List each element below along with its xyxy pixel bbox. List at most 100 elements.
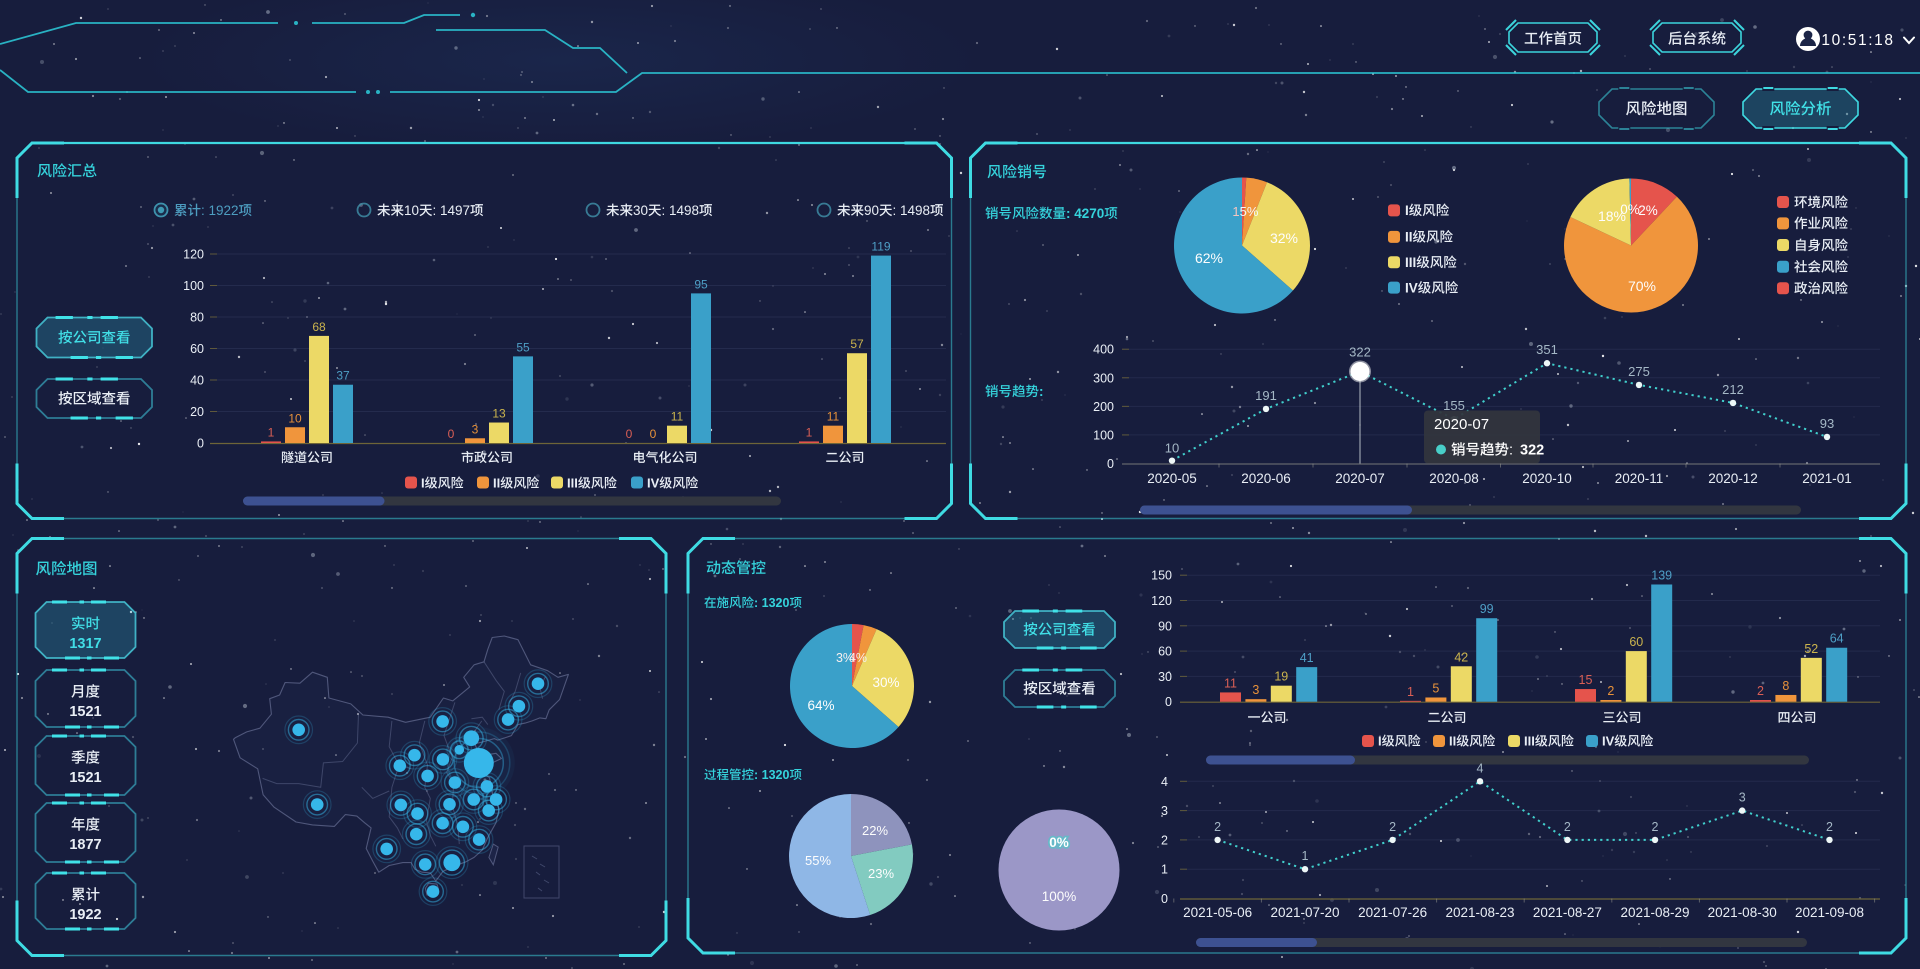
svg-text:1521: 1521 — [69, 770, 101, 786]
svg-text:11: 11 — [1224, 676, 1237, 690]
svg-text:按区域查看: 按区域查看 — [58, 391, 131, 408]
svg-text:2021-05-06: 2021-05-06 — [1183, 905, 1252, 920]
svg-text:按公司查看: 按公司查看 — [1023, 622, 1096, 639]
svg-text:120: 120 — [1151, 594, 1172, 608]
svg-text:销号趋势:: 销号趋势: — [1451, 442, 1513, 459]
svg-text:200: 200 — [1093, 400, 1114, 414]
svg-text:300: 300 — [1093, 371, 1114, 385]
svg-text:70%: 70% — [1628, 278, 1656, 294]
svg-text:二公司: 二公司 — [825, 450, 864, 465]
svg-text:3%: 3% — [836, 651, 854, 665]
svg-text:2021-08-29: 2021-08-29 — [1620, 905, 1689, 920]
svg-text:2: 2 — [1757, 684, 1764, 698]
svg-text:212: 212 — [1722, 382, 1744, 397]
svg-text:风险分析: 风险分析 — [1769, 100, 1831, 118]
svg-text:0: 0 — [197, 437, 204, 451]
svg-text:2020-11: 2020-11 — [1615, 471, 1664, 486]
svg-text:IV级风险: IV级风险 — [647, 476, 698, 491]
svg-text:未来30天: 1498项: 未来30天: 1498项 — [606, 203, 713, 218]
svg-text:100%: 100% — [1042, 889, 1077, 904]
svg-text:100: 100 — [183, 279, 204, 293]
svg-text:IV级风险: IV级风险 — [1405, 280, 1459, 295]
svg-text:0: 0 — [1165, 695, 1172, 709]
svg-text:2: 2 — [1607, 684, 1614, 698]
svg-text:2020-07: 2020-07 — [1335, 471, 1385, 486]
svg-text:80: 80 — [190, 311, 204, 325]
svg-text:139: 139 — [1651, 568, 1672, 582]
svg-text:2020-06: 2020-06 — [1241, 471, 1291, 486]
svg-text:52: 52 — [1804, 642, 1818, 656]
svg-text:0: 0 — [448, 427, 455, 441]
svg-text:年度: 年度 — [71, 817, 100, 834]
svg-text:37: 37 — [336, 369, 350, 383]
svg-text:季度: 季度 — [71, 750, 100, 767]
svg-text:III级风险: III级风险 — [1524, 734, 1574, 749]
svg-text:1521: 1521 — [69, 704, 101, 720]
svg-text:32%: 32% — [1270, 230, 1298, 246]
svg-text:3: 3 — [1161, 804, 1168, 818]
svg-text:60: 60 — [1158, 645, 1172, 659]
svg-text:10: 10 — [288, 411, 302, 425]
svg-text:30: 30 — [1158, 670, 1172, 684]
svg-text:市政公司: 市政公司 — [461, 450, 513, 465]
svg-text:3: 3 — [1739, 791, 1746, 805]
svg-text:III级风险: III级风险 — [567, 476, 617, 491]
svg-text:41: 41 — [1300, 651, 1314, 665]
svg-text:19: 19 — [1274, 670, 1288, 684]
svg-text:64%: 64% — [807, 698, 834, 713]
svg-text:2021-07-26: 2021-07-26 — [1358, 905, 1427, 920]
svg-text:累计: 1922项: 累计: 1922项 — [174, 203, 253, 218]
svg-text:II级风险: II级风险 — [1405, 230, 1454, 245]
svg-text:119: 119 — [871, 240, 890, 254]
svg-text:1: 1 — [1302, 849, 1309, 863]
svg-text:未来90天: 1498项: 未来90天: 1498项 — [837, 203, 944, 218]
svg-text:13: 13 — [492, 407, 506, 421]
svg-text:隧道公司: 隧道公司 — [281, 450, 333, 465]
svg-text:99: 99 — [1480, 602, 1494, 616]
svg-text:IV级风险: IV级风险 — [1602, 734, 1653, 749]
svg-text:后台系统: 后台系统 — [1668, 31, 1726, 48]
svg-text:4: 4 — [1477, 761, 1484, 775]
svg-text:400: 400 — [1093, 343, 1114, 357]
svg-text:风险汇总: 风险汇总 — [37, 163, 97, 180]
svg-text:322: 322 — [1520, 443, 1544, 459]
svg-text:100: 100 — [1093, 428, 1114, 442]
svg-text:1877: 1877 — [69, 837, 101, 853]
svg-text:2: 2 — [1564, 820, 1571, 834]
svg-text:5%: 5% — [1240, 204, 1259, 219]
svg-text:一公司: 一公司 — [1247, 710, 1286, 725]
svg-text:1: 1 — [268, 425, 275, 439]
svg-text:2021-08-23: 2021-08-23 — [1445, 905, 1514, 920]
svg-text:0: 0 — [1161, 892, 1168, 906]
svg-text:I级风险: I级风险 — [1405, 203, 1450, 218]
svg-text:0%: 0% — [1620, 202, 1640, 217]
svg-text:55: 55 — [516, 340, 530, 354]
svg-text:120: 120 — [183, 248, 204, 262]
svg-text:III级风险: III级风险 — [1405, 255, 1457, 270]
svg-text:四公司: 四公司 — [1777, 710, 1816, 725]
svg-text:2: 2 — [1826, 820, 1833, 834]
svg-text:累计: 累计 — [71, 887, 100, 904]
svg-text:2021-08-30: 2021-08-30 — [1708, 905, 1777, 920]
svg-text:150: 150 — [1151, 569, 1172, 583]
svg-text:2%: 2% — [1638, 203, 1658, 218]
svg-text:155: 155 — [1443, 398, 1465, 413]
svg-text:2021-09-08: 2021-09-08 — [1795, 905, 1864, 920]
svg-text:23%: 23% — [868, 866, 894, 881]
svg-text:2: 2 — [1389, 820, 1396, 834]
svg-text:191: 191 — [1255, 388, 1277, 403]
svg-text:2020-08: 2020-08 — [1429, 471, 1479, 486]
svg-text:0%: 0% — [1049, 835, 1069, 850]
svg-text:自身风险: 自身风险 — [1794, 238, 1848, 253]
svg-text:2: 2 — [1214, 820, 1221, 834]
svg-text:64: 64 — [1830, 632, 1844, 646]
svg-text:2: 2 — [1652, 820, 1659, 834]
svg-text:作业风险: 作业风险 — [1794, 216, 1848, 231]
svg-text:二公司: 二公司 — [1427, 710, 1466, 725]
svg-text:1: 1 — [1161, 863, 1168, 877]
svg-text:按公司查看: 按公司查看 — [58, 330, 131, 347]
svg-text:政治风险: 政治风险 — [1794, 281, 1848, 296]
svg-text:风险销号: 风险销号 — [987, 164, 1047, 181]
svg-text:1922: 1922 — [69, 907, 101, 923]
svg-text:环境风险: 环境风险 — [1794, 195, 1848, 210]
